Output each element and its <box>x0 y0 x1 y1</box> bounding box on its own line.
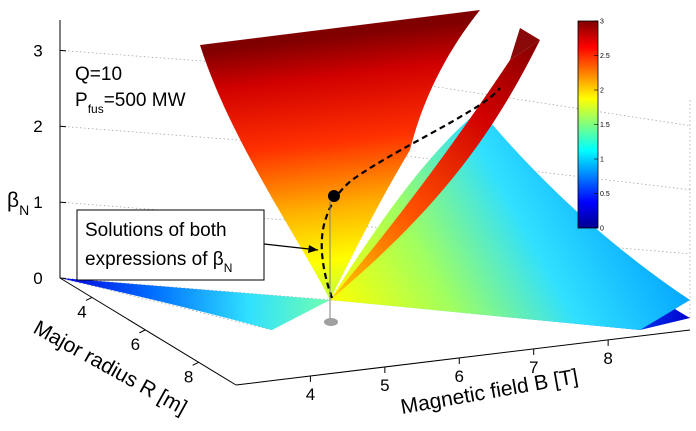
z-axis-ticks: 0 1 2 3 <box>33 41 67 288</box>
grid-line <box>59 125 691 191</box>
surface <box>60 10 690 330</box>
z-axis-title: βN <box>7 189 29 218</box>
x-tick-label: 4 <box>77 302 86 321</box>
x-tick-label: 6 <box>131 335 140 354</box>
colorbar-tick-label: 3 <box>600 19 604 26</box>
colorbar-ticks: 0 0.5 1 1.5 2 2.5 3 <box>594 19 610 233</box>
x-axis-ticks: 4 6 8 <box>77 297 199 386</box>
x-tick-mark <box>192 361 199 366</box>
x-axis-title: Major radius R [m] <box>30 316 191 419</box>
surface-ridge-top <box>510 28 540 60</box>
z-tick-label: 3 <box>33 41 42 60</box>
x-tick-mark <box>85 297 93 301</box>
axis-line <box>235 329 691 386</box>
y-tick-label: 4 <box>306 385 315 404</box>
z-tick-label: 2 <box>33 117 42 136</box>
param-q: Q=10 <box>75 64 122 85</box>
colorbar: 0 0.5 1 1.5 2 2.5 3 <box>577 19 610 233</box>
z-tick-mark <box>59 201 67 204</box>
y-tick-label: 5 <box>380 376 389 395</box>
annotation-arrowhead <box>308 245 318 253</box>
y-axis-title: Magnetic field B [T] <box>399 365 580 419</box>
grid-line <box>59 277 273 331</box>
y-tick-label: 6 <box>455 367 464 386</box>
z-tick-label: 1 <box>33 193 42 212</box>
param-pfus: Pfus=500 MW <box>75 90 186 116</box>
y-axis-ticks: 4 5 6 7 8 <box>306 339 613 404</box>
surface-wedge <box>330 110 690 330</box>
z-tick-mark <box>59 125 67 128</box>
x-tick-mark <box>139 329 146 334</box>
colorbar-tick-label: 0.5 <box>600 191 610 198</box>
solution-curve <box>320 87 501 326</box>
surface-ridge <box>330 40 540 300</box>
colorbar-tick-label: 1.5 <box>600 122 610 129</box>
y-tick-label: 8 <box>603 349 612 368</box>
z-tick-mark <box>59 49 67 52</box>
x-tick-label: 8 <box>184 367 193 386</box>
annotation-line2: expressions of βN <box>85 249 232 275</box>
z-tick-mark <box>59 277 67 279</box>
solution-curve-line <box>320 87 501 299</box>
colorbar-tick-label: 2 <box>600 88 604 95</box>
surface-left-fan <box>60 278 330 330</box>
colorbar-tick-label: 0 <box>600 226 604 233</box>
annotation-box: Solutions of both expressions of βN <box>76 209 319 281</box>
axis-line <box>59 277 237 386</box>
annotation-line1: Solutions of both <box>85 220 227 241</box>
grid-line <box>59 277 331 301</box>
projection-point <box>324 318 338 326</box>
surface-main-sheet <box>200 10 480 300</box>
solution-point <box>328 190 340 202</box>
z-tick-label: 0 <box>33 269 42 288</box>
y-tick-label: 7 <box>529 358 538 377</box>
colorbar-tick-label: 2.5 <box>600 53 610 60</box>
colorbar-tick-label: 1 <box>600 157 604 164</box>
